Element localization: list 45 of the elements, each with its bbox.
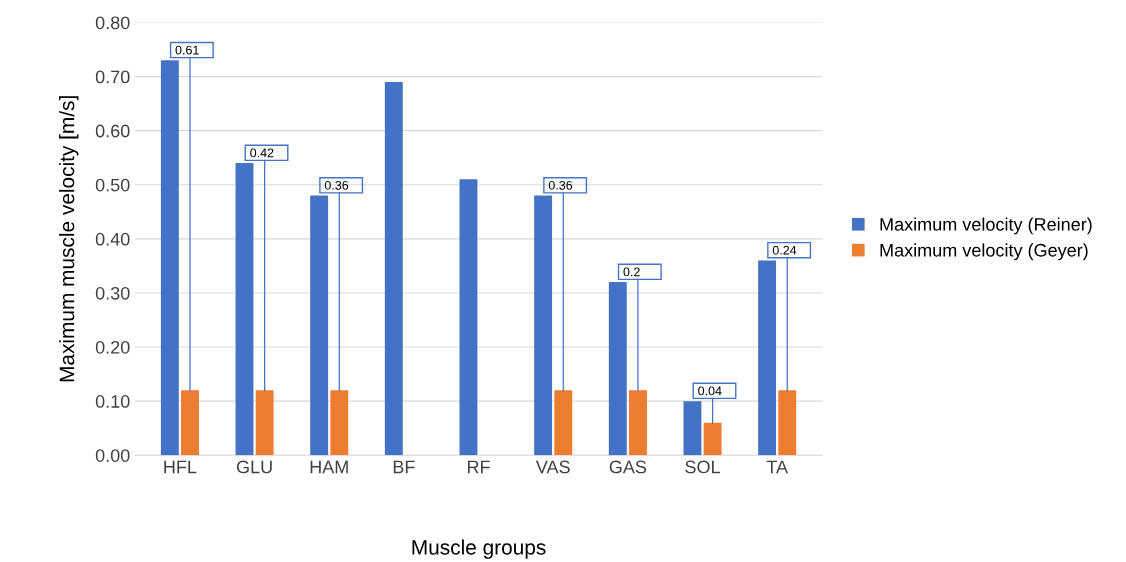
bar — [459, 179, 478, 456]
x-tick-label: HFL — [164, 460, 197, 474]
annotation: 0.36 — [324, 180, 349, 190]
x-tick-label: SOL — [685, 460, 720, 474]
bar — [330, 390, 349, 456]
x-tick-label: GAS — [609, 460, 647, 474]
bar — [160, 60, 179, 456]
bar — [703, 422, 722, 456]
bar — [628, 390, 647, 456]
y-tick-label: 0.10 — [95, 395, 130, 408]
annotation: 0.2 — [623, 267, 640, 277]
bar — [608, 282, 627, 456]
y-axis-title: Maximum muscle velocity [m/s] — [59, 96, 79, 382]
x-tick-label: RF — [468, 460, 490, 474]
x-tick-label: TA — [766, 460, 789, 474]
annotation: 0.04 — [698, 386, 722, 396]
y-tick-label: 0.20 — [95, 340, 130, 354]
y-tick-label: 0.80 — [95, 16, 130, 30]
y-tick-label: 0.70 — [95, 70, 130, 84]
x-tick-label: HAM — [310, 460, 348, 474]
annotation: 0.36 — [548, 180, 573, 190]
legend-label: Maximum velocity (Reiner) — [880, 217, 1092, 235]
x-axis-title: Muscle groups — [412, 539, 546, 559]
bar — [683, 401, 702, 456]
x-tick-label: GLU — [236, 460, 272, 474]
y-tick-label: 0.00 — [95, 449, 130, 462]
bar — [310, 195, 329, 456]
annotation: 0.24 — [772, 245, 797, 255]
y-tick-label: 0.50 — [95, 178, 130, 192]
bar — [255, 390, 274, 456]
y-tick-label: 0.60 — [95, 124, 130, 138]
bar — [758, 260, 777, 456]
bar — [534, 195, 553, 456]
y-tick-label: 0.30 — [95, 286, 130, 300]
annotation: 0.42 — [250, 148, 274, 158]
y-tick-label: 0.40 — [95, 232, 130, 246]
x-tick-label: VAS — [535, 460, 570, 474]
legend-label: Maximum velocity (Geyer) — [880, 243, 1088, 261]
x-tick-label: BF — [393, 460, 415, 474]
bar — [778, 390, 797, 456]
bar — [235, 163, 254, 456]
annotation: 0.61 — [175, 45, 199, 55]
bar — [181, 390, 199, 456]
bar — [554, 390, 573, 456]
bar — [384, 81, 403, 456]
